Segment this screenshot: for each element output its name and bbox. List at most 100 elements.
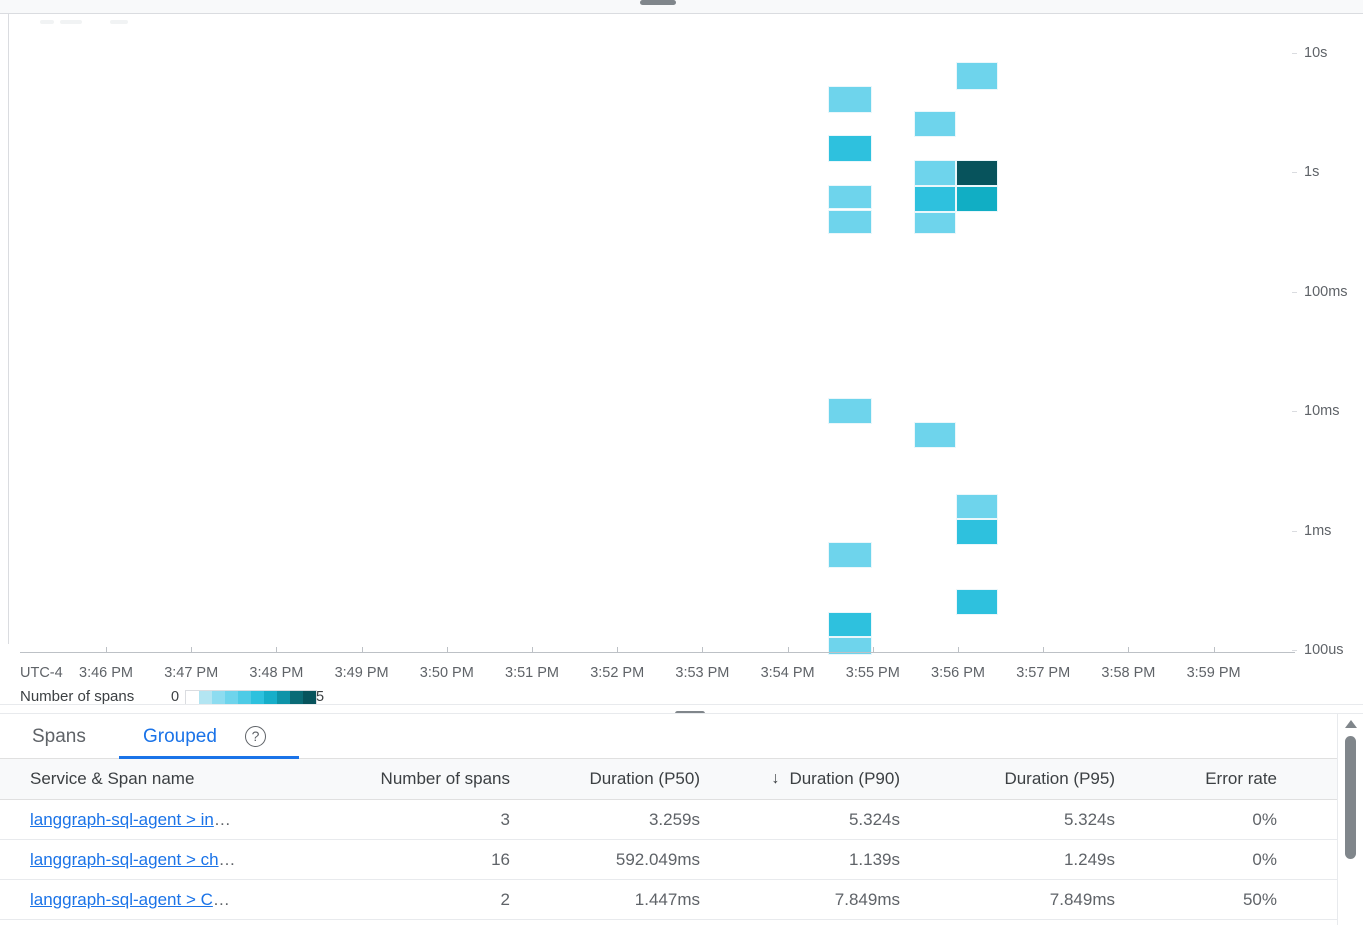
spans-table-panel: Spans Grouped ? Service & Span name Numb… (0, 713, 1363, 925)
heatmap-cell[interactable] (914, 160, 956, 186)
cell-service-span-name: langgraph-sql-agent > in… (0, 810, 330, 830)
x-axis-tick (106, 647, 107, 653)
x-axis-label: 3:55 PM (845, 665, 900, 681)
heatmap-plot-area[interactable] (20, 14, 1295, 655)
x-axis-label: 3:57 PM (1016, 665, 1071, 681)
cell-duration-p50: 592.049ms (615, 849, 700, 869)
scrollbar-thumb[interactable] (1345, 736, 1356, 859)
x-axis-label: 3:48 PM (249, 665, 304, 681)
x-axis-tick (617, 647, 619, 653)
column-header-duration-p90[interactable]: ↓ Duration (P90) (700, 769, 900, 789)
heatmap-cell[interactable] (956, 160, 998, 186)
cell-error-rate: 50% (1242, 889, 1277, 909)
x-axis-tick (872, 647, 874, 653)
legend-swatch (264, 691, 277, 704)
x-axis-tick (276, 647, 278, 653)
heatmap-cell[interactable] (956, 62, 998, 90)
cell-duration-p95: 1.249s (1063, 849, 1115, 869)
heatmap-cell[interactable] (956, 519, 998, 545)
x-axis-label: 3:56 PM (931, 665, 985, 681)
timezone-label: UTC-4 (20, 665, 63, 681)
legend-swatch (290, 691, 303, 704)
heatmap-cell[interactable] (828, 210, 872, 234)
truncation-ellipsis: … (212, 889, 230, 909)
span-name-link[interactable]: langgraph-sql-agent > in (30, 809, 214, 829)
column-header-duration-p50[interactable]: Duration (P50) (589, 769, 700, 788)
table-row[interactable]: langgraph-sql-agent > in… 3 3.259s 5.324s 5.… (0, 800, 1337, 840)
cell-error-rate: 0% (1252, 849, 1277, 869)
column-header-error-rate[interactable]: Error rate (1205, 769, 1277, 788)
legend-swatch (303, 691, 316, 704)
x-axis-label: 3:54 PM (760, 665, 815, 681)
panel-splitter[interactable] (0, 704, 1363, 713)
legend-swatch (225, 691, 238, 704)
x-axis-tick (361, 647, 363, 653)
x-axis-label: 3:52 PM (590, 665, 645, 681)
table-row[interactable]: langgraph-sql-agent > C… 2 1.447ms 7.849ms 7… (0, 880, 1337, 920)
cell-duration-p90: 1.139s (848, 849, 900, 869)
x-axis-tick (1128, 647, 1130, 653)
x-axis-label: 3:53 PM (675, 665, 730, 681)
x-axis-label: 3:47 PM (164, 665, 219, 681)
legend-color-ramp (185, 690, 317, 705)
heatmap-cell[interactable] (914, 212, 956, 234)
heatmap-cell[interactable] (828, 185, 872, 209)
sort-desc-icon: ↓ (771, 770, 780, 787)
y-axis-label: 1s (1304, 164, 1320, 180)
legend-swatch (199, 691, 212, 704)
span-name-link[interactable]: langgraph-sql-agent > ch (30, 849, 219, 869)
heatmap-cell[interactable] (914, 111, 956, 137)
column-header-number-of-spans[interactable]: Number of spans (380, 769, 510, 788)
span-name-link[interactable]: langgraph-sql-agent > C (30, 889, 213, 909)
heatmap-cell[interactable] (828, 542, 872, 568)
heatmap-cell[interactable] (828, 398, 872, 424)
x-axis-label: 3:46 PM (79, 665, 133, 681)
table-body: langgraph-sql-agent > in… 3 3.259s 5.324s 5.… (0, 800, 1337, 920)
heatmap-cell[interactable] (828, 637, 872, 655)
heatmap-cell[interactable] (914, 186, 956, 212)
table-header-row: Service & Span name Number of spans Dura… (0, 759, 1337, 800)
column-header-service-span-name[interactable]: Service & Span name (30, 769, 195, 788)
x-axis-tick (1043, 647, 1045, 653)
heatmap-cell[interactable] (956, 589, 998, 615)
heatmap-cell[interactable] (828, 135, 872, 162)
scroll-up-arrow-icon[interactable] (1345, 720, 1357, 728)
top-strip (0, 0, 1363, 14)
y-axis-label: 100us (1304, 642, 1344, 658)
heatmap-cell[interactable] (914, 422, 956, 448)
cell-duration-p50: 1.447ms (634, 889, 700, 909)
x-axis-tick (191, 647, 193, 653)
heatmap-cell[interactable] (956, 494, 998, 519)
heatmap-cell[interactable] (956, 186, 998, 212)
truncation-ellipsis: … (213, 809, 231, 829)
legend-min-value: 0 (171, 689, 180, 705)
tab-active-indicator (119, 756, 299, 759)
y-axis-label: 100ms (1304, 284, 1348, 300)
y-axis-label: 10ms (1304, 403, 1340, 419)
x-axis-label: 3:50 PM (419, 665, 474, 681)
x-axis-label: 3:51 PM (505, 665, 559, 681)
help-icon[interactable]: ? (245, 726, 266, 747)
column-header-duration-p90-label: Duration (P90) (789, 769, 900, 788)
table-vertical-scrollbar[interactable] (1337, 714, 1363, 925)
heatmap-cell[interactable] (828, 86, 872, 113)
cell-number-of-spans: 16 (491, 849, 510, 869)
y-axis-tick (1292, 172, 1297, 173)
legend-max-value: 5 (316, 689, 325, 705)
heatmap-cell[interactable] (828, 612, 872, 637)
left-rail-divider (8, 14, 9, 644)
x-axis-label: 3:49 PM (334, 665, 389, 681)
cell-duration-p90: 5.324s (848, 809, 900, 829)
latency-heatmap-panel: 3:46 PM 3:47 PM 3:48 PM 3:49 PM 3:50 PM 3:51 … (0, 14, 1363, 705)
x-axis-tick (446, 647, 448, 653)
x-axis-line (20, 652, 1295, 653)
table-row[interactable]: langgraph-sql-agent > ch… 16 592.049ms 1.13… (0, 840, 1337, 880)
y-axis-tick (1292, 53, 1297, 54)
column-header-duration-p95[interactable]: Duration (P95) (1004, 769, 1115, 788)
x-axis-tick (702, 647, 704, 653)
tab-spans[interactable]: Spans (32, 726, 86, 747)
panel-drag-handle-top[interactable] (640, 0, 676, 5)
x-axis-tick (787, 647, 789, 653)
tab-grouped[interactable]: Grouped (143, 726, 217, 747)
